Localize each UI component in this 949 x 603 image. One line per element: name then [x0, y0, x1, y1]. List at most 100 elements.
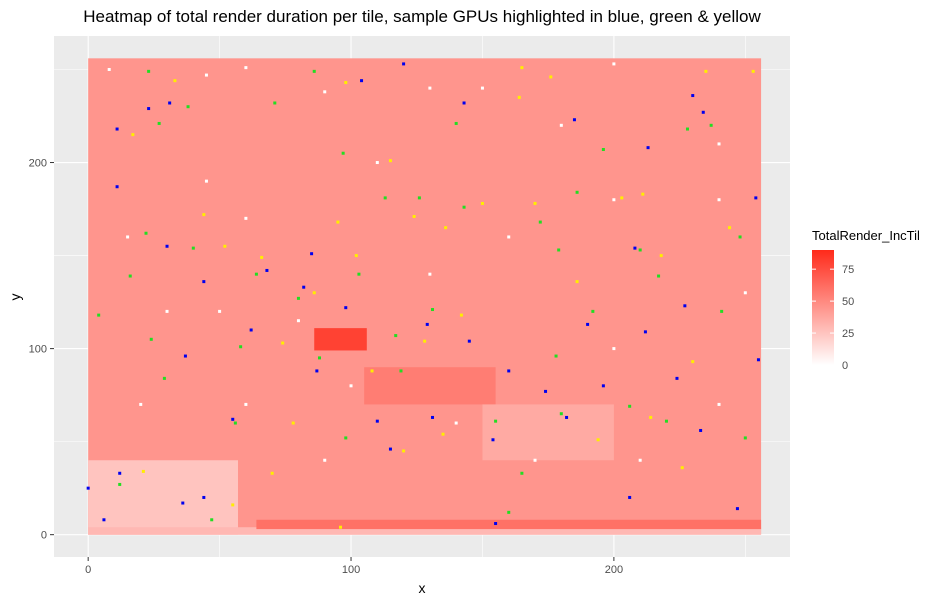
highlight-tile-blue [572, 118, 576, 122]
highlight-tile-white [612, 347, 616, 351]
highlight-tile-yellow [520, 66, 524, 70]
highlight-tile-blue [646, 146, 650, 150]
highlight-tile-blue [315, 369, 319, 373]
highlight-tile-white [218, 309, 222, 313]
highlight-tile-green [559, 412, 563, 416]
highlight-tile-white [717, 142, 721, 146]
highlight-tile-blue [402, 62, 406, 66]
highlight-tile-white [296, 319, 300, 323]
highlight-tile-green [233, 421, 237, 425]
x-tick-label: 100 [342, 564, 360, 576]
highlight-tile-yellow [281, 341, 285, 345]
highlight-tile-blue [118, 471, 122, 475]
highlight-tile-yellow [728, 226, 732, 230]
highlight-tile-green [296, 296, 300, 300]
heatmap-region [482, 404, 614, 461]
legend-break-label: 0 [842, 360, 848, 372]
highlight-tile-blue [467, 339, 471, 343]
highlight-tile-green [317, 356, 321, 360]
highlight-tile-green [239, 345, 243, 349]
highlight-tile-white [323, 90, 327, 94]
chart-title: Heatmap of total render duration per til… [83, 7, 761, 26]
highlight-tile-green [344, 436, 348, 440]
highlight-tile-blue [701, 110, 705, 114]
highlight-tile-white [107, 67, 111, 71]
highlight-tile-blue [115, 127, 119, 131]
highlight-tile-blue [683, 304, 687, 308]
highlight-tile-green [657, 274, 661, 278]
y-axis-title: y [7, 294, 23, 301]
highlight-tile-green [341, 151, 345, 155]
highlight-tile-green [557, 248, 561, 252]
legend-ticks: 0 25 50 75 [812, 264, 854, 372]
highlight-tile-yellow [370, 369, 374, 373]
highlight-tile-green [720, 309, 724, 313]
highlight-tile-blue [360, 79, 364, 83]
axes: 0 100 200 0 100 200 [29, 158, 623, 576]
highlight-tile-green [520, 471, 524, 475]
highlight-tile-blue [302, 285, 306, 289]
x-axis-title: x [419, 580, 426, 596]
highlight-tile-blue [231, 417, 235, 421]
highlight-tile-green [144, 231, 148, 235]
heatmap-region [256, 519, 762, 530]
highlight-tile-blue [586, 322, 590, 326]
highlight-tile-green [575, 190, 579, 194]
highlight-tile-blue [265, 268, 269, 272]
highlight-tile-yellow [336, 220, 340, 224]
highlight-tile-white [428, 272, 432, 276]
legend-break-label: 50 [842, 296, 854, 308]
highlight-tile-yellow [339, 525, 343, 529]
highlight-tile-yellow [441, 432, 445, 436]
highlight-tile-blue [115, 185, 119, 189]
highlight-tile-white [454, 421, 458, 425]
highlight-tile-yellow [388, 159, 392, 163]
highlight-tile-yellow [459, 313, 463, 317]
highlight-tile-blue [86, 486, 90, 490]
legend-break-label: 25 [842, 328, 854, 340]
highlight-tile-white [165, 309, 169, 313]
highlight-tile-blue [544, 389, 548, 393]
highlight-tile-yellow [402, 449, 406, 453]
highlight-tile-blue [494, 522, 498, 526]
heatmap-region [88, 460, 239, 535]
highlight-tile-blue [633, 246, 637, 250]
highlight-tile-green [191, 246, 195, 250]
highlight-tile-blue [735, 507, 739, 511]
highlight-tile-white [204, 179, 208, 183]
highlight-tile-blue [756, 358, 760, 362]
highlight-tile-yellow [480, 201, 484, 205]
highlight-tile-white [612, 62, 616, 66]
highlight-tile-blue [165, 244, 169, 248]
highlight-tile-green [664, 419, 668, 423]
highlight-tile-green [254, 272, 258, 276]
highlight-tile-green [273, 101, 277, 105]
highlight-tile-blue [507, 369, 511, 373]
heatmap-region [88, 527, 762, 535]
highlight-tile-white [533, 458, 537, 462]
highlight-tile-yellow [270, 471, 274, 475]
highlight-tile-green [399, 369, 403, 373]
highlight-tile-yellow [344, 81, 348, 85]
highlight-tile-blue [388, 447, 392, 451]
highlight-tile-yellow [691, 360, 695, 364]
heatmap-tiles [88, 58, 762, 535]
highlight-tile-yellow [312, 291, 316, 295]
highlight-tile-white [743, 291, 747, 295]
highlight-tile-blue [183, 354, 187, 358]
heatmap-region [314, 328, 367, 351]
highlight-tile-blue [643, 330, 647, 334]
legend-break-label: 75 [842, 264, 854, 276]
highlight-tile-green [685, 127, 689, 131]
highlight-tile-green [97, 313, 101, 317]
highlight-tile-blue [565, 415, 569, 419]
highlight-tile-green [157, 121, 161, 125]
highlight-tile-green [383, 196, 387, 200]
legend: TotalRender_IncTil 0 25 50 75 [812, 228, 920, 372]
highlight-tile-yellow [131, 133, 135, 137]
highlight-tile-green [149, 337, 153, 341]
highlight-tile-yellow [704, 69, 708, 73]
highlight-tile-blue [249, 328, 253, 332]
highlight-tile-white [375, 161, 379, 165]
